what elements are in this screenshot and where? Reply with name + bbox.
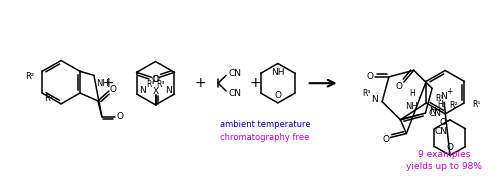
Text: chromatography free: chromatography free bbox=[220, 133, 310, 142]
Text: R²: R² bbox=[449, 101, 458, 110]
Text: N: N bbox=[372, 95, 378, 104]
Text: O: O bbox=[116, 112, 123, 121]
Text: +: + bbox=[446, 87, 452, 96]
Text: ambient temperature: ambient temperature bbox=[220, 120, 310, 129]
Text: O: O bbox=[446, 143, 454, 152]
Text: O: O bbox=[151, 75, 158, 84]
Text: R³: R³ bbox=[156, 80, 165, 89]
Text: N: N bbox=[440, 92, 447, 101]
Text: CN: CN bbox=[434, 127, 447, 136]
Text: 9 examples: 9 examples bbox=[418, 150, 470, 159]
Text: N: N bbox=[164, 86, 172, 95]
Text: R²: R² bbox=[25, 72, 34, 81]
Text: CN: CN bbox=[228, 69, 241, 78]
Text: O: O bbox=[366, 72, 374, 81]
Text: R³: R³ bbox=[362, 89, 370, 98]
Text: O: O bbox=[274, 90, 281, 100]
Text: O: O bbox=[110, 85, 116, 94]
Text: NH: NH bbox=[406, 102, 418, 112]
Text: NH: NH bbox=[271, 68, 284, 77]
Text: N: N bbox=[140, 86, 146, 95]
Text: R¹: R¹ bbox=[472, 101, 480, 109]
Text: O: O bbox=[396, 82, 402, 90]
Text: N: N bbox=[430, 107, 436, 116]
Text: CN: CN bbox=[428, 109, 442, 118]
Text: +: + bbox=[103, 76, 115, 90]
Text: O: O bbox=[153, 75, 160, 84]
Text: +: + bbox=[194, 76, 206, 90]
Text: R¹: R¹ bbox=[44, 94, 53, 103]
Text: O⁻: O⁻ bbox=[439, 118, 451, 127]
Text: NH: NH bbox=[96, 79, 108, 88]
Text: R³: R³ bbox=[146, 80, 155, 89]
Text: X: X bbox=[152, 87, 158, 96]
Text: yields up to 98%: yields up to 98% bbox=[406, 162, 482, 171]
Text: H₂: H₂ bbox=[437, 100, 446, 109]
Text: CN: CN bbox=[228, 89, 241, 97]
Text: R³: R³ bbox=[435, 94, 444, 103]
Text: H: H bbox=[410, 89, 415, 98]
Text: O: O bbox=[382, 135, 389, 144]
Text: +: + bbox=[249, 76, 261, 90]
